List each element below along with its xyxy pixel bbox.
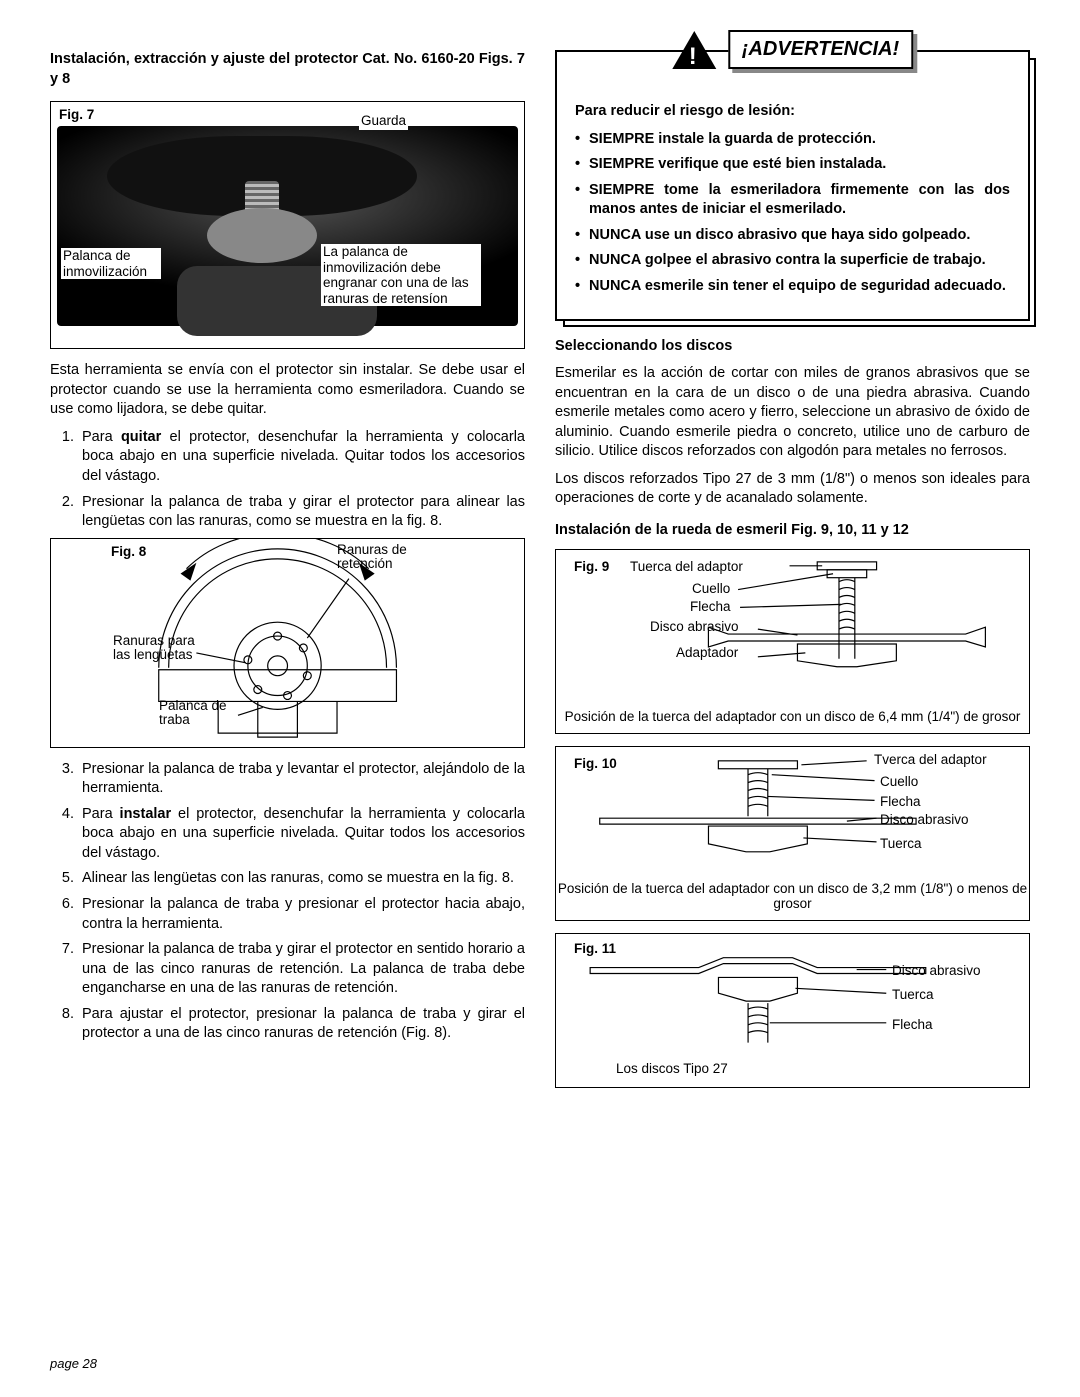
warn-item: NUNCA use un disco abrasivo que haya sid… [589,226,1010,246]
fig9-caption: Posición de la tuerca del adaptador con … [556,709,1029,725]
page-number: page 28 [50,1355,97,1373]
step-3: Presionar la palanca de traba y levantar… [78,760,525,799]
fig9-adapt: Adaptador [676,644,738,662]
fig10-flecha: Flecha [880,793,921,811]
fig7-label: Fig. 7 [59,106,94,124]
fig10-cuello: Cuello [880,773,918,791]
warn-item: SIEMPRE instale la guarda de protección. [589,130,1010,150]
figure-7: Fig. 7 Guarda Palanca de inmovilización … [50,101,525,349]
fig9-tuerca: Tuerca del adaptor [630,558,743,576]
warn-item: SIEMPRE verifique que esté bien instalad… [589,155,1010,175]
warning-icon [672,31,716,69]
step-1: Para quitar el protector, desenchufar la… [78,428,525,487]
fig11-label: Fig. 11 [574,940,616,958]
step-6: Presionar la palanca de traba y presiona… [78,895,525,934]
fig11-disco: Disco abrasivo [892,962,981,980]
warning-box: ¡ADVERTENCIA! Para reducir el riesgo de … [555,50,1030,321]
left-intro: Esta herramienta se envía con el protect… [50,361,525,420]
fig11-tuerca: Tuerca [892,986,934,1004]
step-8: Para ajustar el protector, presionar la … [78,1005,525,1044]
warn-item: NUNCA golpee el abrasivo contra la super… [589,251,1010,271]
figure-11: Fig. 11 Disco abrasivo Tuerca Flecha Los… [555,933,1030,1088]
fig10-label: Fig. 10 [574,755,617,773]
fig10-tuerca: Tuerca [880,835,922,853]
fig11-flecha: Flecha [892,1016,933,1034]
fig9-disco: Disco abrasivo [650,618,739,636]
fig10-disco: Disco abrasivo [880,811,969,829]
fig8-ranuras-ret: Ranuras de retención [337,543,427,573]
fig8-label: Fig. 8 [111,543,146,561]
step-2: Presionar la palanca de traba y girar el… [78,493,525,532]
select-heading: Seleccionando los discos [555,337,1030,357]
warning-text: ¡ADVERTENCIA! [728,30,913,69]
fig7-palanca-label: Palanca de inmovilización [61,248,161,279]
fig9-drawing [556,550,1029,733]
step-7: Presionar la palanca de traba y girar el… [78,940,525,999]
select-p2: Los discos reforzados Tipo 27 de 3 mm (1… [555,470,1030,509]
right-column: ¡ADVERTENCIA! Para reducir el riesgo de … [555,50,1030,1100]
fig9-flecha: Flecha [690,598,731,616]
fig8-ranuras-len: Ranuras para las lengüetas [113,634,203,664]
install-heading: Instalación de la rueda de esmeril Fig. … [555,521,1030,541]
fig11-caption: Los discos Tipo 27 [616,1060,728,1078]
steps-list-b: Presionar la palanca de traba y levantar… [50,760,525,1044]
left-column: Instalación, extracción y ajuste del pro… [50,50,525,1100]
figure-8: Fig. 8 [50,538,525,748]
warn-item: SIEMPRE tome la esmeriladora firmemente … [589,181,1010,220]
left-title: Instalación, extracción y ajuste del pro… [50,50,525,89]
two-column-layout: Instalación, extracción y ajuste del pro… [50,50,1030,1100]
fig9-cuello: Cuello [692,580,730,598]
steps-list-a: Para quitar el protector, desenchufar la… [50,428,525,532]
fig9-label: Fig. 9 [574,558,609,576]
fig10-caption: Posición de la tuerca del adaptador con … [556,881,1029,912]
warn-item: NUNCA esmerile sin tener el equipo de se… [589,277,1010,297]
fig10-tuerca-a: Tverca del adaptor [874,751,987,769]
figure-10: Fig. 10 Tverca del adaptor Cuello Flecha… [555,746,1030,921]
warning-banner: ¡ADVERTENCIA! [672,30,913,69]
step-5: Alinear las lengüetas con las ranuras, c… [78,869,525,889]
fig7-note-label: La palanca de inmovilización debe engran… [321,244,481,306]
warning-heading: Para reducir el riesgo de lesión: [575,102,1010,122]
fig8-palanca: Palanca de traba [159,699,229,729]
warning-list: SIEMPRE instale la guarda de protección.… [575,130,1010,297]
step-4: Para instalar el protector, desenchufar … [78,805,525,864]
figure-9: Fig. 9 Tuerca del adaptor Cuello Flecha … [555,549,1030,734]
fig7-guarda-label: Guarda [359,112,408,130]
select-p1: Esmerilar es la acción de cortar con mil… [555,364,1030,462]
